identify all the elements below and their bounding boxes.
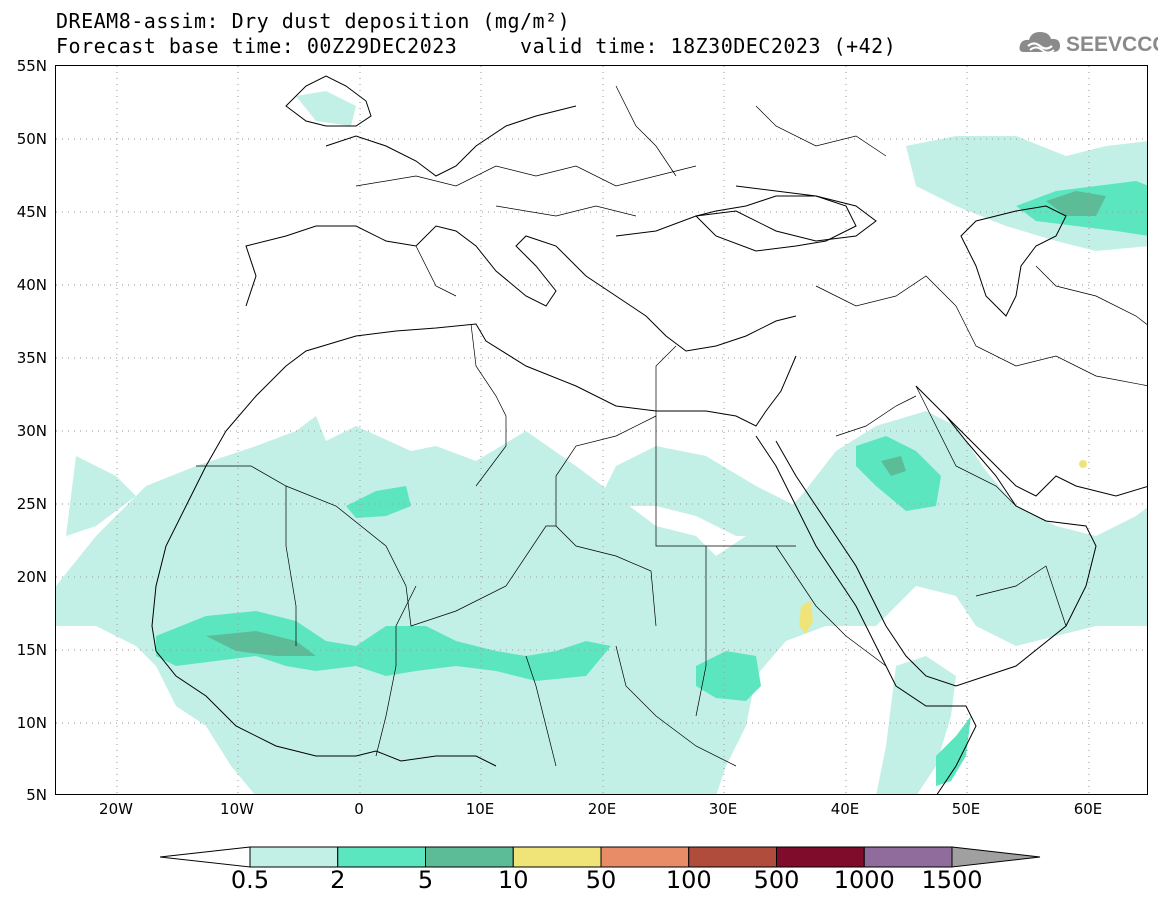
map-panel bbox=[55, 65, 1148, 795]
colorbar-segment bbox=[425, 846, 514, 868]
colorbar-label: 2 bbox=[330, 866, 346, 894]
lon-label-20w: 20W bbox=[99, 800, 133, 818]
lat-label-40n: 40N bbox=[16, 276, 47, 294]
lat-label-45n: 45N bbox=[16, 203, 47, 221]
cloud-logo-icon: SEEVCCC bbox=[1019, 32, 1165, 56]
lon-label-30e: 30E bbox=[708, 800, 738, 818]
dust-shading-high bbox=[206, 191, 1106, 656]
colorbar-label: 0.5 bbox=[230, 866, 270, 894]
lon-label-20e: 20E bbox=[587, 800, 617, 818]
colorbar-label: 100 bbox=[665, 866, 712, 894]
colorbar-label: 1000 bbox=[833, 866, 895, 894]
lat-label-50n: 50N bbox=[16, 130, 47, 148]
coastlines bbox=[151, 75, 1147, 794]
lon-label-0: 0 bbox=[354, 800, 364, 818]
colorbar-segment bbox=[600, 846, 690, 868]
colorbar-over-triangle bbox=[951, 846, 1041, 868]
lat-label-5n: 5N bbox=[26, 786, 47, 804]
colorbar-under-triangle bbox=[160, 846, 251, 868]
country-borders bbox=[196, 85, 1147, 767]
colorbar-segment bbox=[337, 846, 426, 868]
lat-label-35n: 35N bbox=[16, 349, 47, 367]
colorbar-segment bbox=[249, 846, 339, 868]
lat-label-25n: 25N bbox=[16, 495, 47, 513]
lat-label-30n: 30N bbox=[16, 422, 47, 440]
forecast-base-time: Forecast base time: 00Z29DEC2023 bbox=[56, 34, 458, 58]
lat-label-10n: 10N bbox=[16, 714, 47, 732]
valid-time: valid time: 18Z30DEC2023 (+42) bbox=[520, 34, 897, 58]
lon-label-10w: 10W bbox=[220, 800, 254, 818]
colorbar bbox=[160, 846, 1041, 868]
logo-text: SEEVCCC bbox=[1066, 33, 1158, 56]
dust-shading-light bbox=[56, 91, 1147, 794]
colorbar-label: 1500 bbox=[921, 866, 983, 894]
colorbar-segment bbox=[863, 846, 953, 868]
dust-map bbox=[56, 66, 1147, 794]
dust-shading-peak bbox=[799, 460, 1087, 634]
map-title: DREAM8-assim: Dry dust deposition (mg/m²… bbox=[56, 9, 571, 33]
graticule bbox=[56, 66, 1147, 794]
colorbar-segment bbox=[512, 846, 602, 868]
colorbar-label: 500 bbox=[753, 866, 800, 894]
lat-label-55n: 55N bbox=[16, 57, 47, 75]
seevccc-logo: SEEVCCC bbox=[1018, 24, 1165, 60]
lon-label-10e: 10E bbox=[465, 800, 495, 818]
lat-label-20n: 20N bbox=[16, 568, 47, 586]
colorbar-label: 50 bbox=[585, 866, 617, 894]
colorbar-label: 5 bbox=[417, 866, 434, 894]
colorbar-segment bbox=[688, 846, 777, 868]
lon-label-50e: 50E bbox=[951, 800, 981, 818]
lon-label-40e: 40E bbox=[830, 800, 860, 818]
lat-label-15n: 15N bbox=[16, 641, 47, 659]
map-subtitle: Forecast base time: 00Z29DEC2023 valid t… bbox=[56, 35, 896, 57]
colorbar-segment bbox=[776, 846, 865, 868]
colorbar-label: 10 bbox=[497, 866, 529, 894]
lon-label-60e: 60E bbox=[1073, 800, 1103, 818]
